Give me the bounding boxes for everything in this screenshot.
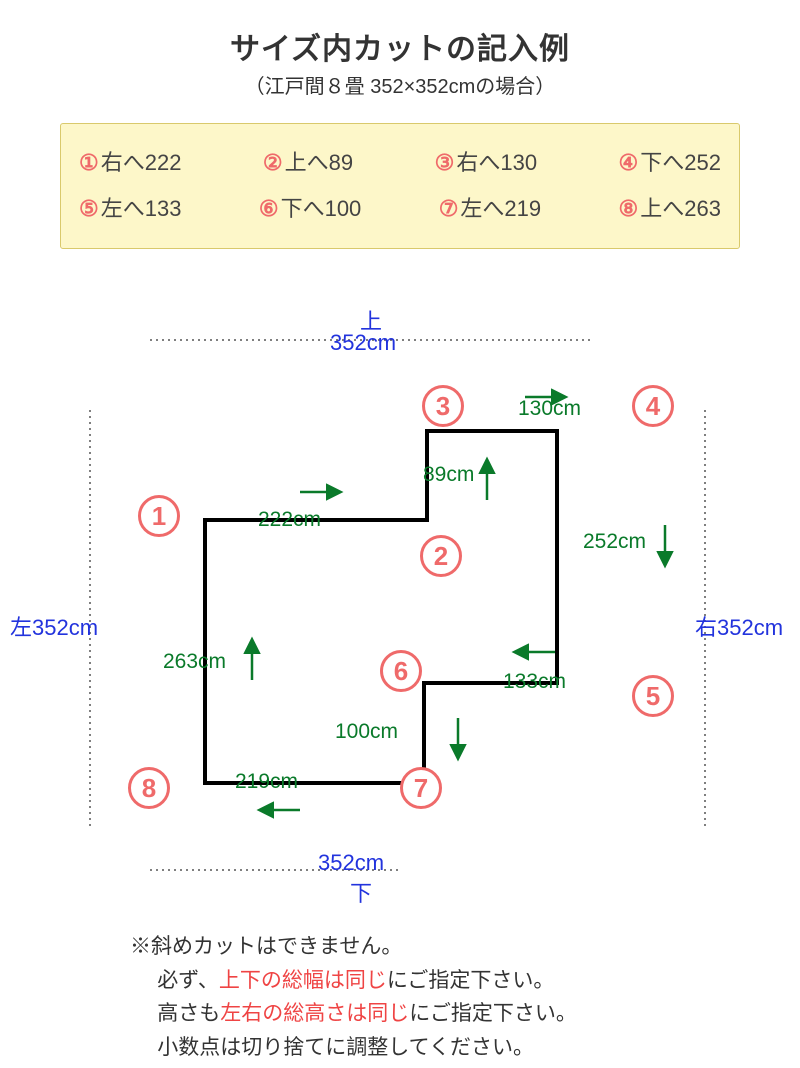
node-3: 3 xyxy=(422,385,464,427)
node-4: 4 xyxy=(632,385,674,427)
seg-4-label: 252cm xyxy=(583,530,646,554)
seg-8-label: 263cm xyxy=(163,650,226,674)
step-num: ⑤ xyxy=(79,196,99,221)
instruction-box: ①右へ222 ②上へ89 ③右へ130 ④下へ252 ⑤左へ133 ⑥下へ100… xyxy=(60,123,740,249)
seg-1-label: 222cm xyxy=(258,508,321,532)
outer-right-label: 右352cm xyxy=(695,610,783,642)
seg-6-label: 100cm xyxy=(335,720,398,744)
node-2: 2 xyxy=(420,535,462,577)
footer-notes: ※斜めカットはできません。 必ず、上下の総幅は同じにご指定下さい。 高さも左右の… xyxy=(130,930,577,1064)
step-num: ③ xyxy=(435,150,455,175)
outer-bottom-value: 352cm xyxy=(318,850,384,876)
note-2a: 必ず、 xyxy=(157,969,219,992)
seg-5-label: 133cm xyxy=(503,670,566,694)
note-2c: にご指定下さい。 xyxy=(387,969,555,992)
note-2b: 上下の総幅は同じ xyxy=(219,969,387,992)
diagram: 上 352cm 左352cm 右352cm 352cm 下 1 2 3 4 5 … xyxy=(0,280,800,900)
step-text: 下へ252 xyxy=(640,150,721,175)
node-1: 1 xyxy=(138,495,180,537)
page-title: サイズ内カットの記入例 xyxy=(0,0,800,68)
step-num: ② xyxy=(263,150,283,175)
step-num: ① xyxy=(79,150,99,175)
outer-top-value: 352cm xyxy=(330,330,396,356)
node-6: 6 xyxy=(380,650,422,692)
note-3b: 左右の総高さは同じ xyxy=(220,1002,409,1025)
step-num: ④ xyxy=(619,150,639,175)
step-text: 右へ222 xyxy=(101,150,182,175)
node-7: 7 xyxy=(400,767,442,809)
page-subtitle: （江戸間８畳 352×352cmの場合） xyxy=(0,70,800,99)
step-text: 下へ100 xyxy=(281,196,362,221)
note-line-1: ※斜めカットはできません。 xyxy=(130,935,402,958)
note-4: 小数点は切り捨てに調整してください。 xyxy=(130,1031,577,1065)
note-3c: にご指定下さい。 xyxy=(409,1002,577,1025)
step-text: 左へ133 xyxy=(101,196,182,221)
seg-7-label: 219cm xyxy=(235,770,298,794)
note-3a: 高さも xyxy=(157,1002,220,1025)
diagram-svg xyxy=(0,280,800,900)
step-text: 上へ89 xyxy=(285,150,353,175)
node-8: 8 xyxy=(128,767,170,809)
step-text: 右へ130 xyxy=(456,150,537,175)
seg-3-label: 130cm xyxy=(518,397,581,421)
step-text: 上へ263 xyxy=(640,196,721,221)
step-text: 左へ219 xyxy=(460,196,541,221)
step-num: ⑥ xyxy=(259,196,279,221)
node-5: 5 xyxy=(632,675,674,717)
outer-left-label: 左352cm xyxy=(10,610,98,642)
seg-2-label: 89cm xyxy=(423,463,474,487)
outer-bottom-label: 下 xyxy=(350,876,372,908)
step-num: ⑦ xyxy=(439,196,459,221)
step-num: ⑧ xyxy=(619,196,639,221)
